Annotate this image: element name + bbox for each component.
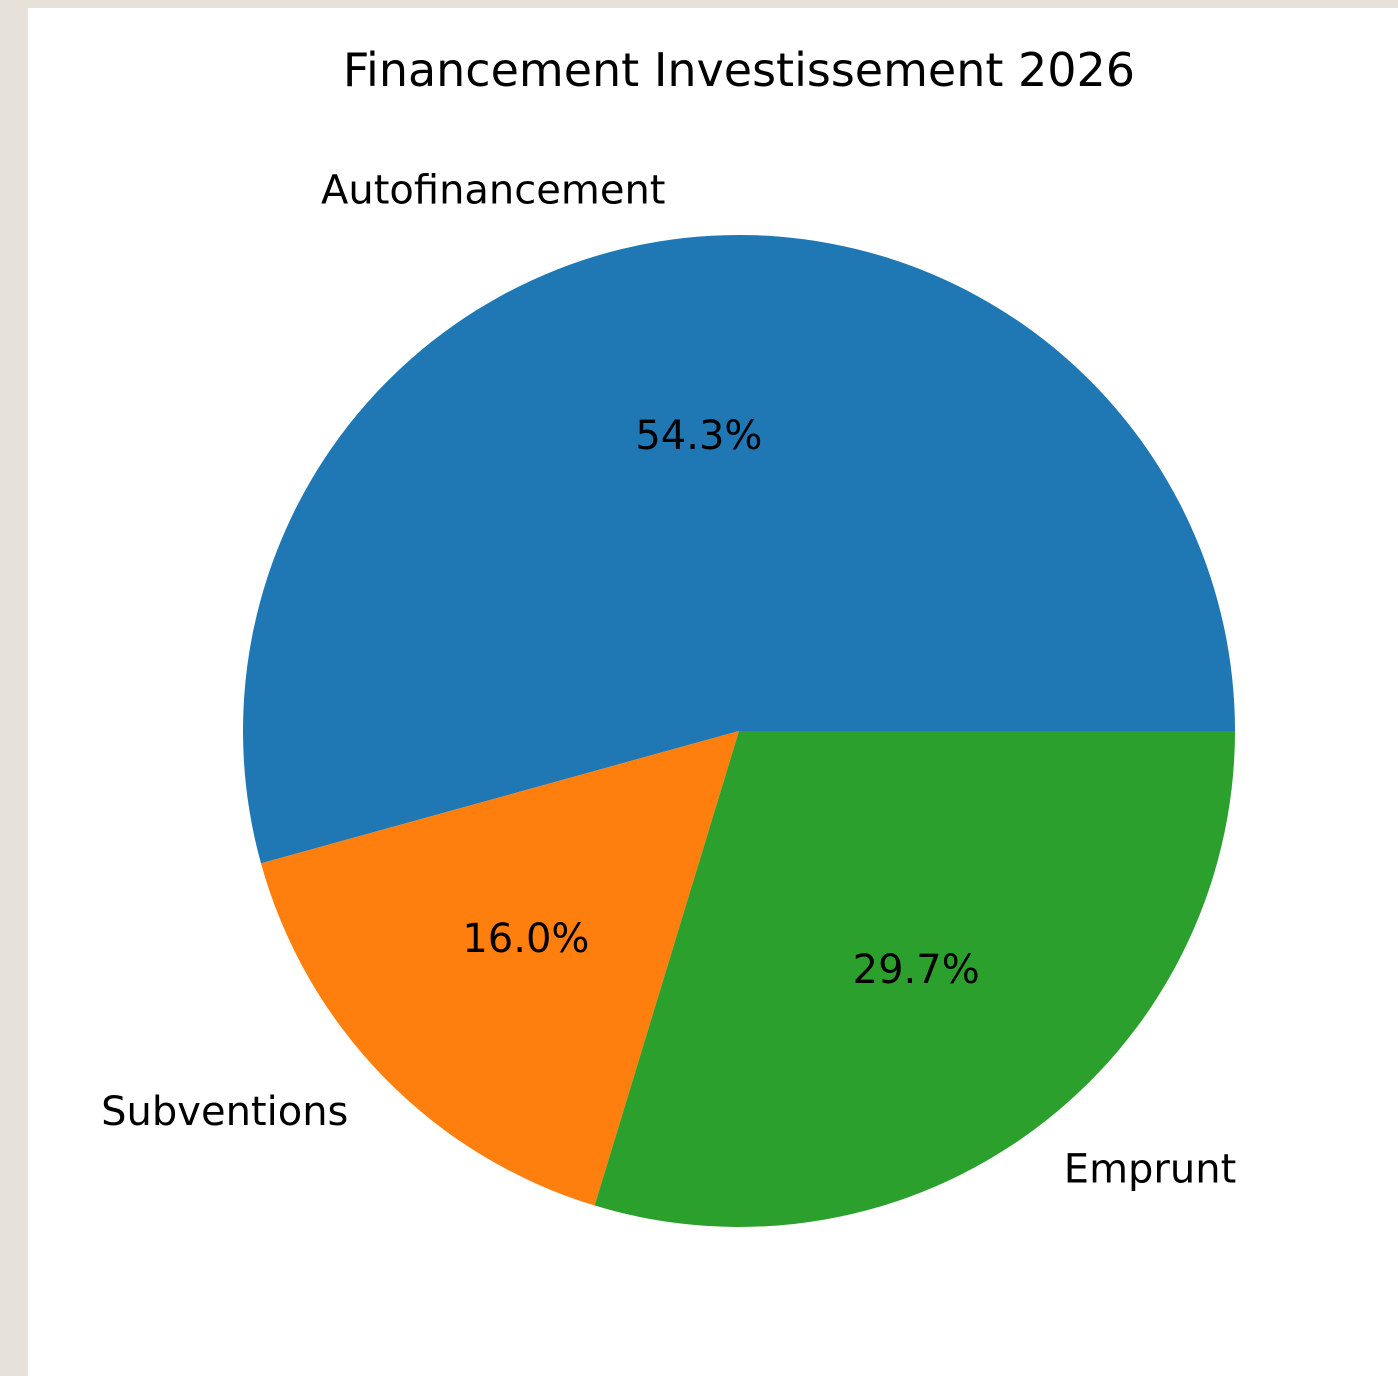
pie-chart: Financement Investissement 2026 54.3% Aut… (101, 43, 1236, 1227)
pie-slice-autofinancement (242, 235, 1235, 864)
slice-label-autofinancement: Autofinancement (321, 167, 666, 213)
pie-slices (242, 235, 1235, 1227)
slice-label-subventions: Subventions (101, 1089, 348, 1135)
pct-label-emprunt: 29.7% (853, 947, 980, 993)
pie-labels: 54.3% Autofinancement 16.0% Subventions 29.7… (101, 167, 1236, 1192)
pie-slice-subventions (260, 731, 739, 1206)
chart-panel: Financement Investissement 2026 54.3% Aut… (28, 8, 1398, 1376)
slice-label-emprunt: Emprunt (1064, 1146, 1236, 1192)
pct-label-autofinancement: 54.3% (635, 413, 762, 459)
chart-title: Financement Investissement 2026 (343, 43, 1135, 97)
pct-label-subventions: 16.0% (462, 916, 589, 962)
pie-slice-emprunt (594, 731, 1235, 1227)
